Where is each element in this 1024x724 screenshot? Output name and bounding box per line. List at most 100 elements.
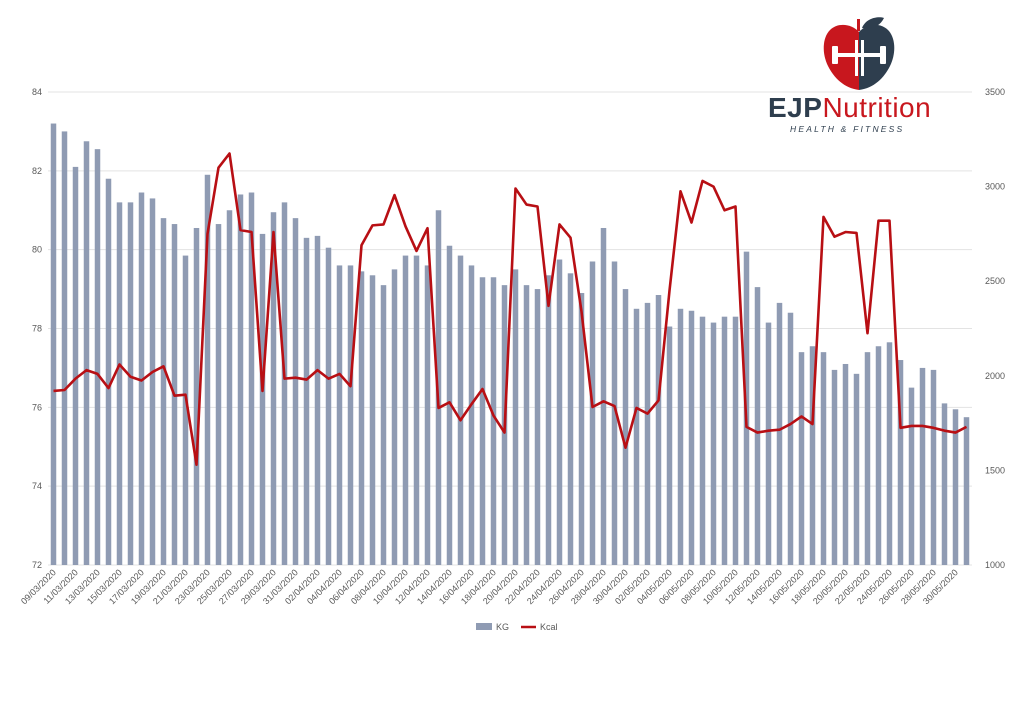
kg-bar [402,255,409,565]
fork-icon [855,40,858,76]
dumbbell-bar-icon [836,53,882,57]
kg-bar [281,202,288,565]
kg-bar [94,149,101,565]
legend: KG Kcal [476,622,558,632]
stem-icon [857,19,860,31]
kg-bar [655,295,662,565]
kg-bar [303,237,310,565]
apple-red-half-icon [823,24,859,90]
kg-bar [369,275,376,565]
kg-bar [292,218,299,565]
kg-bar [116,202,123,565]
kg-bar [490,277,497,565]
kg-bar [523,285,530,565]
kg-bar [787,312,794,565]
kg-bar [325,247,332,565]
kg-bar [83,141,90,565]
kg-bar [380,285,387,565]
kg-bar [864,352,871,565]
kg-bar [237,194,244,566]
kg-bar [160,218,167,565]
kg-bar [710,322,717,565]
kg-bar [600,227,607,566]
kg-bar [875,346,882,565]
kg-bar [457,255,464,565]
kg-bar [831,369,838,565]
kg-bar [897,360,904,565]
kg-bar [72,166,79,565]
legend-kg-label: KG [496,622,509,632]
kg-bar [336,265,343,565]
kg-bar [809,346,816,565]
y-axis-left: 72 74 76 78 80 82 84 [32,87,42,570]
kg-bar [358,271,365,565]
kg-bar [413,255,420,565]
kg-bar [842,363,849,565]
kg-bar [622,289,629,565]
brand-name-part1: EJP [768,92,823,123]
kg-bar [611,261,618,565]
kg-bar [567,273,574,565]
dumbbell-right-plate-icon [880,46,886,64]
y-left-tick-label: 72 [32,560,42,570]
kg-bar [479,277,486,565]
kg-bar [226,210,233,565]
kg-bar [853,373,860,565]
kg-bar [666,326,673,565]
kg-bar [699,316,706,565]
y-left-tick-label: 78 [32,324,42,334]
y-right-tick-label: 3000 [985,182,1005,192]
kg-bar [105,178,112,565]
y-right-tick-label: 2500 [985,276,1005,286]
x-axis: 09/03/202011/03/202013/03/202015/03/2020… [19,567,960,606]
kg-bar [149,198,156,565]
kg-bar [644,302,651,565]
y-left-tick-label: 84 [32,87,42,97]
kg-bar [732,316,739,565]
kg-bar [754,287,761,565]
y-right-tick-label: 1500 [985,465,1005,475]
kg-bar [908,387,915,566]
y-left-tick-label: 80 [32,245,42,255]
kg-bar [347,265,354,565]
leaf-icon [862,17,884,29]
legend-kg-swatch [476,623,492,630]
y-left-tick-label: 76 [32,402,42,412]
kg-bar [534,289,541,565]
kg-bar [50,123,57,565]
kg-bar [193,227,200,566]
brand-name: EJPNutrition [768,92,931,124]
ejp-logo [823,17,895,90]
kg-bar [424,265,431,565]
kg-bar [963,417,970,565]
y-right-tick-label: 2000 [985,371,1005,381]
legend-kcal-label: Kcal [540,622,558,632]
kg-bar [578,293,585,565]
kg-bar [446,245,453,566]
kg-bar [138,192,145,565]
kg-bar [633,308,640,565]
kg-bar [127,202,134,565]
kg-bar [61,131,68,566]
kg-bar [248,192,255,565]
kg-bar [215,224,222,566]
kg-bar [314,235,321,565]
kg-bar [721,316,728,565]
y-axis-right: 1000 1500 2000 2500 3000 3500 [985,87,1005,570]
kg-bar [512,269,519,566]
kg-bars [50,123,970,566]
y-left-tick-label: 74 [32,481,42,491]
y-right-tick-label: 1000 [985,560,1005,570]
kg-bar [259,233,266,565]
dumbbell-left-plate-icon [832,46,838,64]
kg-bar [270,212,277,565]
kg-bar [930,369,937,565]
knife-icon [861,40,864,76]
kg-bar [941,403,948,565]
kg-bar [677,308,684,565]
kg-bar [952,409,959,565]
kg-bar [919,367,926,565]
kg-bar [545,275,552,565]
kg-bar [886,342,893,565]
